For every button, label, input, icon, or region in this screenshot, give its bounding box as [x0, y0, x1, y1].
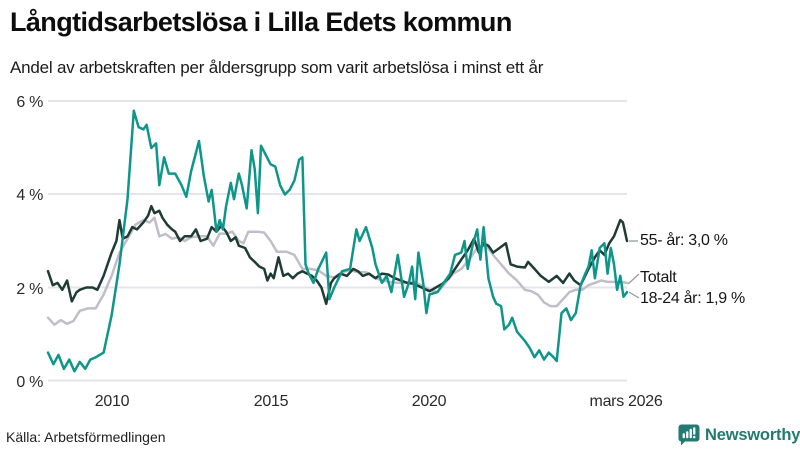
- x-tick-2015: 2015: [253, 393, 289, 410]
- x-tick-2020: 2020: [411, 393, 447, 410]
- y-tick-0: 0 %: [16, 373, 43, 391]
- brand-wordmark: Newsworthy: [705, 425, 800, 444]
- y-tick-6: 6 %: [16, 94, 43, 111]
- page-subtitle: Andel av arbetskraften per åldersgrupp s…: [10, 58, 544, 77]
- annotation-55-ar: 55- år: 3,0 %: [640, 232, 728, 249]
- brand-logo: Newsworthy: [678, 424, 800, 446]
- annotation-totalt: Totalt: [640, 269, 677, 286]
- connector-totalt: [627, 273, 640, 285]
- y-tick-2: 2 %: [16, 280, 43, 298]
- connector-18-24-ar: [628, 291, 640, 299]
- line-totalt: [46, 216, 629, 326]
- y-tick-4: 4 %: [16, 187, 43, 204]
- x-tick-mars-2026: mars 2026: [589, 393, 663, 410]
- page-title: Långtidsarbetslösa i Lilla Edets kommun: [10, 7, 512, 37]
- source-note: Källa: Arbetsförmedlingen: [6, 429, 166, 445]
- line-55-ar: [46, 204, 629, 306]
- newsworthy-icon: [678, 424, 700, 446]
- x-tick-2010: 2010: [94, 393, 130, 410]
- annotation-18-24-ar: 18-24 år: 1,9 %: [640, 290, 745, 307]
- line-18-24-ar: [46, 109, 629, 373]
